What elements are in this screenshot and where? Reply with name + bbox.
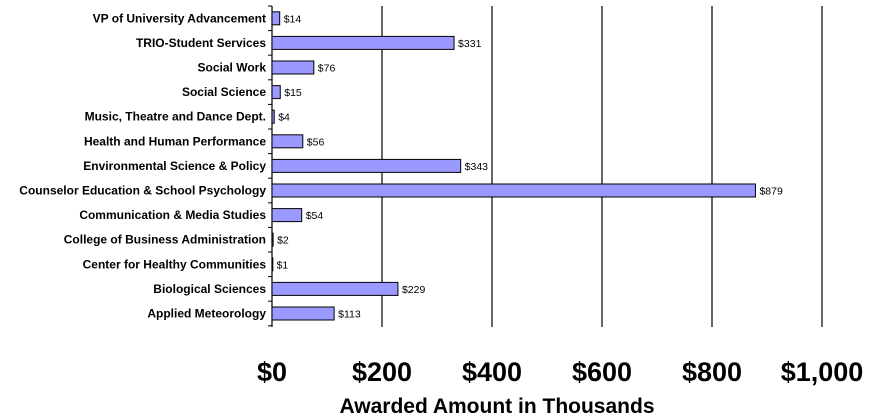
category-label: VP of University Advancement (93, 11, 266, 25)
category-label: Music, Theatre and Dance Dept. (85, 110, 266, 124)
bar (271, 257, 274, 272)
data-label: $4 (278, 112, 290, 124)
data-label: $15 (284, 87, 302, 99)
x-tick-label: $800 (682, 357, 742, 387)
category-label: Applied Meteorology (147, 307, 266, 321)
axes (268, 5, 273, 327)
bar (271, 208, 303, 223)
bar (271, 281, 399, 296)
x-tick-label: $600 (572, 357, 632, 387)
bar (271, 306, 335, 321)
x-tick-label: $0 (257, 357, 287, 387)
gridlines (381, 6, 823, 327)
category-label: Counselor Education & School Psychology (19, 184, 266, 198)
bar (271, 232, 274, 247)
category-label: Health and Human Performance (84, 134, 266, 148)
category-label: Social Science (182, 85, 266, 99)
data-label: $54 (306, 210, 324, 222)
category-label: Center for Healthy Communities (83, 257, 267, 271)
x-tick-labels: $0 $200 $400 $600 $800 $1,000 (257, 357, 863, 387)
category-labels: VP of University Advancement TRIO-Student… (19, 11, 266, 320)
category-label: Environmental Science & Policy (83, 159, 266, 173)
category-label: College of Business Administration (64, 233, 266, 247)
data-label: $14 (284, 13, 302, 25)
category-label: TRIO-Student Services (136, 36, 266, 50)
x-tick-label: $1,000 (781, 357, 864, 387)
data-label: $1 (277, 259, 289, 271)
category-label: Biological Sciences (153, 282, 266, 296)
data-label: $331 (458, 38, 482, 50)
data-label: $76 (318, 63, 336, 75)
data-label: $229 (402, 284, 426, 296)
bar (271, 85, 281, 100)
data-label: $2 (277, 235, 289, 247)
x-axis-title: Awarded Amount in Thousands (339, 395, 654, 418)
bar (271, 35, 455, 50)
data-labels: $14 $331 $76 $15 $4 $56 $343 $879 $54 $2 $1 $229 $11… (277, 13, 783, 320)
data-label: $879 (759, 186, 783, 198)
x-tick-label: $200 (352, 357, 412, 387)
category-label: Communication & Media Studies (79, 208, 266, 222)
bars (271, 11, 756, 321)
x-tick-label: $400 (462, 357, 522, 387)
bar (271, 158, 462, 173)
category-label: Social Work (198, 61, 267, 75)
bar (271, 134, 304, 149)
data-label: $56 (307, 136, 325, 148)
bar (271, 183, 756, 198)
bar (271, 11, 281, 26)
bar (271, 60, 315, 75)
data-label: $113 (338, 309, 361, 321)
bar (271, 109, 275, 124)
data-label: $343 (465, 161, 489, 173)
